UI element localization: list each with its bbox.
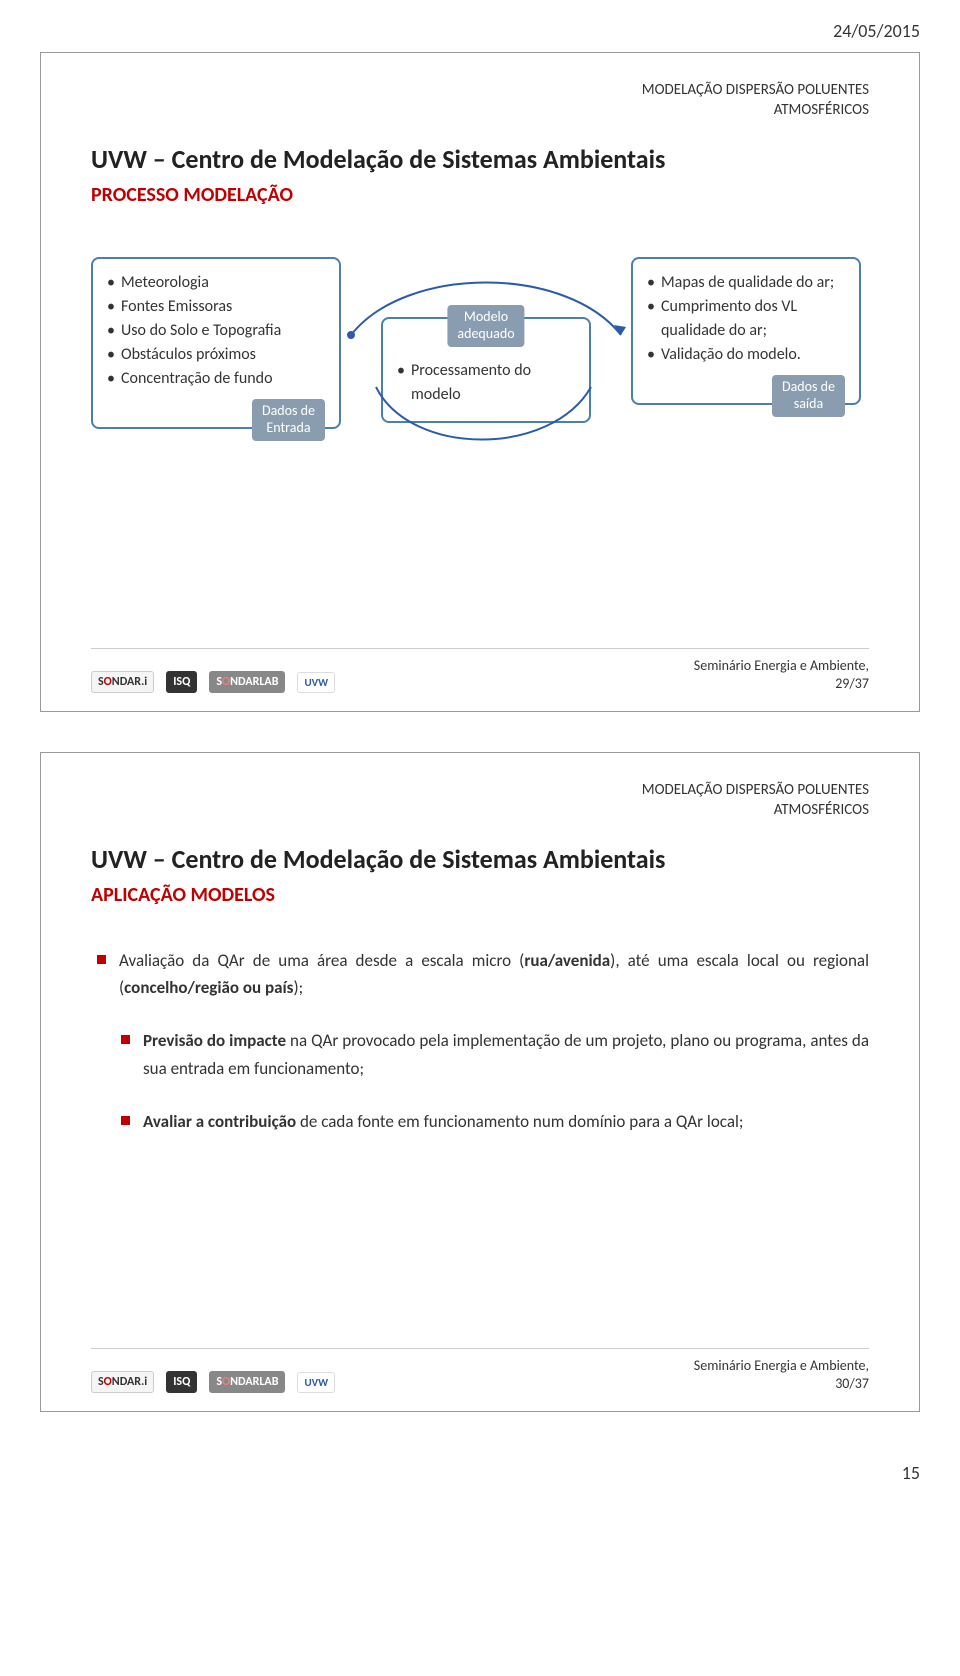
logo-sondar: SONDAR.i <box>91 671 154 693</box>
bullet-square-icon <box>121 1116 130 1125</box>
bold: Avaliar a contribuição <box>143 1111 296 1132</box>
slide2-content: Avaliação da QAr de uma área desde a esc… <box>91 947 869 1135</box>
slide-2: MODELAÇÃO DISPERSÃO POLUENTES ATMOSFÉRIC… <box>40 752 920 1412</box>
text: Avaliação da QAr de uma área desde a esc… <box>119 950 524 971</box>
flow-box-output: Mapas de qualidade do ar; Cumprimento do… <box>631 257 861 405</box>
logo-uvw: UVW <box>297 1372 335 1393</box>
text: ); <box>293 977 303 998</box>
input-item: Fontes Emissoras <box>107 295 325 319</box>
bullet-previsao: Previsão do impacte na QAr provocado pel… <box>91 1027 869 1081</box>
input-item: Meteorologia <box>107 271 325 295</box>
seminar-info: Seminário Energia e Ambiente, 30/37 <box>694 1357 869 1393</box>
model-item: Processamento do modelo <box>397 359 575 407</box>
tag-line-2: ATMOSFÉRICOS <box>642 101 869 121</box>
bullet-avaliacao: Avaliação da QAr de uma área desde a esc… <box>91 947 869 1001</box>
slide2-title: UVW – Centro de Modelação de Sistemas Am… <box>91 843 869 875</box>
bold: concelho/região ou país <box>124 977 293 998</box>
domain-tag: MODELAÇÃO DISPERSÃO POLUENTES ATMOSFÉRIC… <box>642 81 869 120</box>
bold: rua/avenida <box>524 950 610 971</box>
logo-row: SONDAR.i ISQ SONDARLAB UVW <box>91 671 335 693</box>
slide-pager: 30/37 <box>694 1375 869 1393</box>
seminar-text: Seminário Energia e Ambiente, <box>694 1357 869 1375</box>
output-item: Cumprimento dos VL qualidade do ar; <box>647 295 845 343</box>
slide-pager: 29/37 <box>694 675 869 693</box>
slide2-subtitle: APLICAÇÃO MODELOS <box>91 883 869 907</box>
tag-line-1: MODELAÇÃO DISPERSÃO POLUENTES <box>642 781 869 801</box>
logo-sondar: SONDAR.i <box>91 1371 154 1393</box>
flow-box-input: Meteorologia Fontes Emissoras Uso do Sol… <box>91 257 341 429</box>
input-item: Uso do Solo e Topografia <box>107 319 325 343</box>
logo-isq: ISQ <box>166 1371 197 1393</box>
input-item: Obstáculos próximos <box>107 343 325 367</box>
handout-page-number: 15 <box>0 1462 960 1504</box>
slide1-subtitle: PROCESSO MODELAÇÃO <box>91 183 869 207</box>
output-item: Mapas de qualidade do ar; <box>647 271 845 295</box>
seminar-info: Seminário Energia e Ambiente, 29/37 <box>694 657 869 693</box>
logo-uvw: UVW <box>297 672 335 693</box>
text: de cada fonte em funcionamento num domín… <box>296 1111 743 1132</box>
slide-footer: SONDAR.i ISQ SONDARLAB UVW Seminário Ene… <box>91 1348 869 1393</box>
badge-output: Dados de saída <box>772 375 845 417</box>
slide1-title: UVW – Centro de Modelação de Sistemas Am… <box>91 143 869 175</box>
output-item: Validação do modelo. <box>647 343 845 367</box>
logo-sondarlab: SONDARLAB <box>209 1371 285 1393</box>
bullet-square-icon <box>97 955 106 964</box>
logo-isq: ISQ <box>166 671 197 693</box>
domain-tag: MODELAÇÃO DISPERSÃO POLUENTES ATMOSFÉRIC… <box>642 781 869 820</box>
slide-1: MODELAÇÃO DISPERSÃO POLUENTES ATMOSFÉRIC… <box>40 52 920 712</box>
seminar-text: Seminário Energia e Ambiente, <box>694 657 869 675</box>
tag-line-2: ATMOSFÉRICOS <box>642 801 869 821</box>
input-item: Concentração de fundo <box>107 367 325 391</box>
bullet-avaliar: Avaliar a contribuição de cada fonte em … <box>91 1108 869 1135</box>
process-flow: Meteorologia Fontes Emissoras Uso do Sol… <box>91 257 869 577</box>
badge-input: Dados de Entrada <box>252 399 325 441</box>
logo-sondarlab: SONDARLAB <box>209 671 285 693</box>
logo-row: SONDAR.i ISQ SONDARLAB UVW <box>91 1371 335 1393</box>
flow-box-model: Modelo adequado Processamento do modelo <box>381 317 591 423</box>
badge-model: Modelo adequado <box>447 305 524 347</box>
slide-footer: SONDAR.i ISQ SONDARLAB UVW Seminário Ene… <box>91 648 869 693</box>
bold: Previsão do impacte <box>143 1030 286 1051</box>
header-date: 24/05/2015 <box>40 20 920 42</box>
bullet-square-icon <box>121 1035 130 1044</box>
tag-line-1: MODELAÇÃO DISPERSÃO POLUENTES <box>642 81 869 101</box>
